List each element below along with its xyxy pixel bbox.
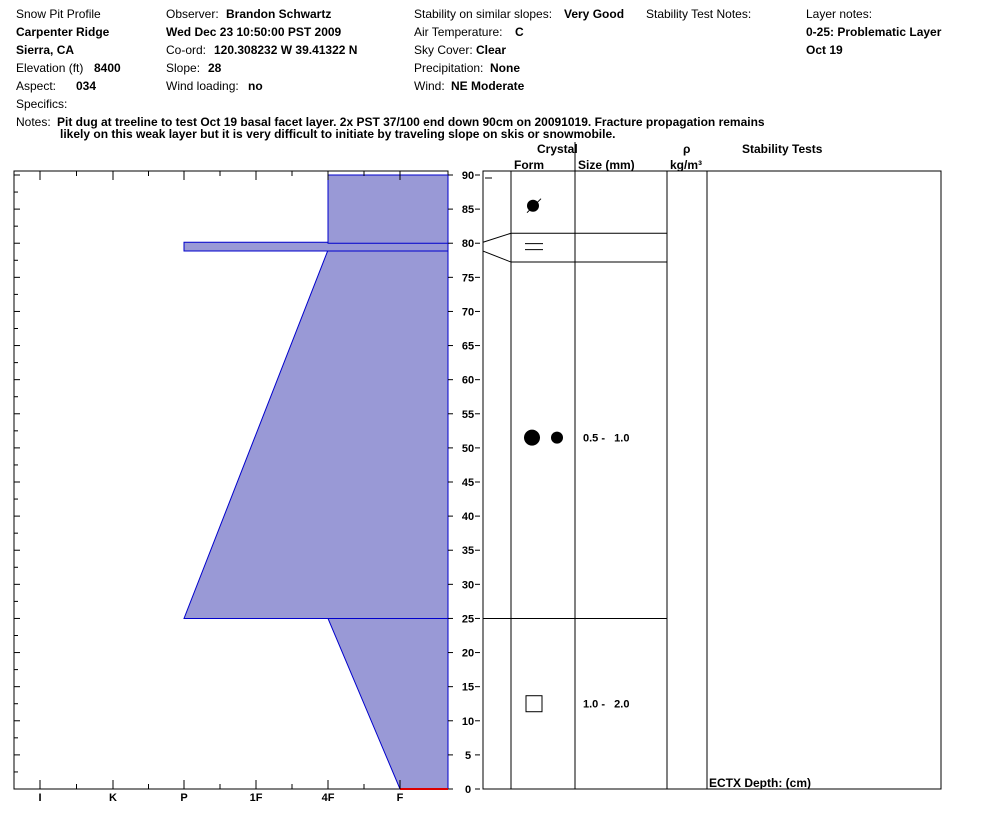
wind-label: Wind: (414, 79, 445, 93)
observation-datetime: Wed Dec 23 10:50:00 PST 2009 (166, 25, 342, 39)
stability-value: Very Good (564, 7, 625, 21)
hardness-label-I: I (38, 792, 41, 804)
elevation-label: Elevation (ft) (16, 61, 84, 75)
depth-label-90: 90 (462, 170, 474, 182)
hardness-layer-80-90 (327, 174, 449, 244)
depth-label-60: 60 (462, 375, 474, 387)
hardness-layer-25-79 (183, 249, 449, 619)
hardness-label-F: F (397, 792, 404, 804)
observer-label: Observer: (166, 7, 219, 21)
air-temp-value: C (515, 25, 524, 39)
air-temp-label: Air Temperature: (414, 25, 503, 39)
size-header: Size (mm) (578, 158, 635, 172)
depth-label-35: 35 (462, 545, 474, 557)
layer-table-frame (482, 170, 942, 790)
coord-value: 120.308232 W 39.41322 N (214, 43, 358, 57)
layer-boundary-79 (482, 250, 667, 263)
depth-label-45: 45 (462, 477, 474, 489)
depth-label-15: 15 (462, 682, 474, 694)
depth-label-55: 55 (462, 409, 474, 421)
crystal-panel: 1.0 - 2.0 0.5 - 1.0 (482, 142, 942, 790)
depth-label-30: 30 (462, 579, 474, 591)
faceted-crystal-symbol (525, 695, 543, 713)
depth-label-25: 25 (462, 613, 474, 625)
depth-label-5: 5 (465, 750, 471, 762)
wind-value: NE Moderate (451, 79, 525, 93)
elevation-value: 8400 (94, 61, 121, 75)
hardness-layer-0-25 (327, 617, 449, 790)
aspect-value: 034 (76, 79, 97, 93)
hardness-label-1F: 1F (250, 792, 263, 804)
depth-label-85: 85 (462, 204, 474, 216)
crystal-header: Crystal (537, 142, 578, 156)
density-unit: kg/m³ (670, 158, 703, 172)
layer-notes-label: Layer notes: (806, 7, 873, 21)
decomposing-fragment-slash (526, 198, 542, 214)
observer-value: Brandon Schwartz (226, 7, 332, 21)
density-symbol: ρ (683, 142, 691, 156)
precipitation-label: Precipitation: (414, 61, 484, 75)
sky-cover-label: Sky Cover: (414, 43, 473, 57)
wind-loading-value: no (248, 79, 263, 93)
stability-label: Stability on similar slopes: (414, 7, 553, 21)
region: Sierra, CA (16, 43, 75, 57)
form-header: Form (514, 158, 544, 172)
depth-label-40: 40 (462, 511, 474, 523)
sky-cover-value: Clear (476, 43, 507, 57)
rounded-grain-symbol-large (524, 429, 540, 446)
depth-label-10: 10 (462, 716, 474, 728)
hardness-label-P: P (180, 792, 187, 804)
depth-axis: 0 5 10 15 20 25 30 35 40 45 50 55 60 65 70 75 80 85 90 (448, 170, 480, 796)
precipitation-value: None (490, 61, 520, 75)
layer-note-1: 0-25: Problematic Layer (806, 25, 942, 39)
stability-tests-header: Stability Tests (742, 142, 823, 156)
slope-value: 28 (208, 61, 222, 75)
location-name: Carpenter Ridge (16, 25, 110, 39)
stability-notes-label: Stability Test Notes: (646, 7, 752, 21)
coord-label: Co-ord: (166, 43, 207, 57)
slope-label: Slope: (166, 61, 201, 75)
hardness-profile-panel: I K P 1F 4F F (13, 170, 449, 804)
crystal-size-label: 1.0 - 2.0 (583, 699, 629, 711)
specifics-label: Specifics: (16, 97, 68, 111)
depth-label-0: 0 (465, 784, 471, 796)
notes-line-1: Pit dug at treeline to test Oct 19 basal… (57, 115, 765, 129)
notes-label: Notes: (16, 115, 51, 129)
layer-boundary-80 (482, 232, 667, 243)
hardness-label-K: K (109, 792, 117, 804)
depth-label-65: 65 (462, 341, 474, 353)
hardness-label-4F: 4F (322, 792, 335, 804)
decomposing-fragment-symbol (527, 199, 539, 212)
wind-loading-label: Wind loading: (166, 79, 239, 93)
crystal-size-label: 0.5 - 1.0 (583, 433, 629, 445)
aspect-label: Aspect: (16, 79, 57, 93)
depth-label-20: 20 (462, 648, 474, 660)
ectx-depth-footer: ECTX Depth: (cm) (709, 776, 811, 790)
pit-title: Snow Pit Profile (16, 7, 101, 21)
rounded-grain-symbol-small (551, 431, 563, 444)
layer-note-2: Oct 19 (806, 43, 843, 57)
depth-label-80: 80 (462, 238, 474, 250)
notes-line-2: likely on this weak layer but it is very… (60, 127, 616, 141)
depth-label-50: 50 (462, 443, 474, 455)
depth-label-70: 70 (462, 306, 474, 318)
depth-label-75: 75 (462, 272, 474, 284)
